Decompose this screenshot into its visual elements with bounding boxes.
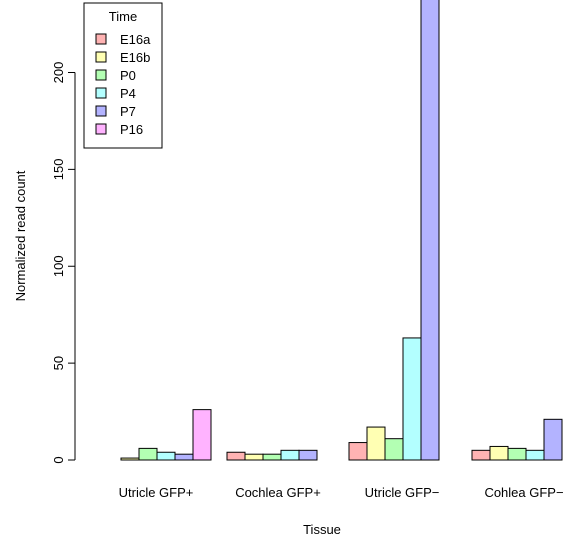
legend-label-p16: P16: [120, 122, 143, 137]
legend-swatch-p16: [96, 124, 106, 134]
bar-e16b-1: [121, 458, 139, 460]
bar-e16a-4: [472, 450, 490, 460]
legend-label-p7: P7: [120, 104, 136, 119]
legend-swatch-e16a: [96, 34, 106, 44]
legend-swatch-p7: [96, 106, 106, 116]
legend-label-p0: P0: [120, 68, 136, 83]
y-tick-label: 150: [51, 159, 66, 181]
bar-p16-1: [193, 410, 211, 460]
y-axis-title: Normalized read count: [13, 170, 28, 301]
y-tick-label: 100: [51, 255, 66, 277]
y-tick-label: 0: [51, 456, 66, 463]
x-category-label: Utricle GFP+: [119, 485, 194, 500]
bars: [121, 0, 562, 460]
x-category-label: Cohlea GFP−: [484, 485, 563, 500]
bar-e16b-4: [490, 446, 508, 460]
bar-p7-1: [175, 454, 193, 460]
legend-title: Time: [109, 9, 137, 24]
bar-p7-3: [421, 0, 439, 460]
legend: Time E16a E16b P0 P4 P7 P16: [84, 3, 162, 148]
bar-p7-2: [299, 450, 317, 460]
x-category-label: Cochlea GFP+: [235, 485, 321, 500]
y-tick-label: 50: [51, 356, 66, 370]
bar-p4-2: [281, 450, 299, 460]
bar-p4-3: [403, 338, 421, 460]
legend-label-e16b: E16b: [120, 50, 150, 65]
y-axis: 0 50 100 150 200: [51, 62, 75, 464]
bar-e16a-3: [349, 443, 367, 460]
bar-e16a-2: [227, 452, 245, 460]
bar-e16b-3: [367, 427, 385, 460]
bar-p7-4: [544, 419, 562, 460]
legend-label-p4: P4: [120, 86, 136, 101]
legend-label-e16a: E16a: [120, 32, 151, 47]
y-tick-label: 200: [51, 62, 66, 84]
bar-p0-1: [139, 448, 157, 460]
legend-swatch-p0: [96, 70, 106, 80]
bar-e16b-2: [245, 454, 263, 460]
x-axis-labels: Utricle GFP+ Cochlea GFP+ Utricle GFP− Cohl…: [119, 485, 564, 500]
x-axis-title: Tissue: [303, 522, 341, 537]
bar-p0-3: [385, 439, 403, 460]
bar-p4-1: [157, 452, 175, 460]
bar-p0-4: [508, 448, 526, 460]
bar-p4-4: [526, 450, 544, 460]
x-category-label: Utricle GFP−: [365, 485, 440, 500]
bar-p0-2: [263, 454, 281, 460]
legend-swatch-p4: [96, 88, 106, 98]
legend-swatch-e16b: [96, 52, 106, 62]
